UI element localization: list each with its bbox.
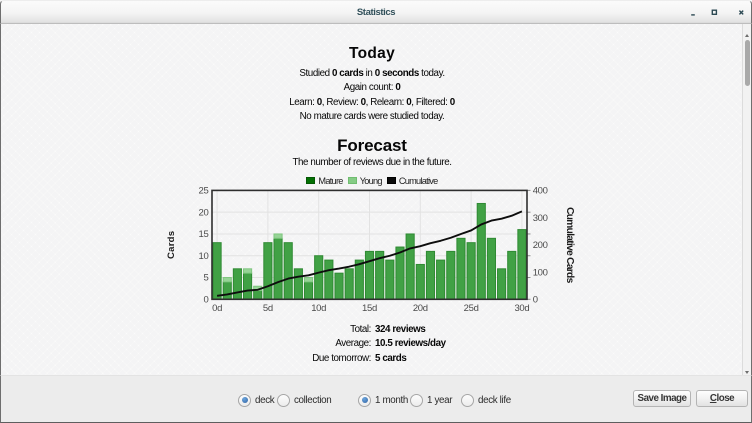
svg-text:400: 400 (533, 186, 548, 197)
svg-text:25: 25 (199, 186, 209, 197)
svg-text:30d: 30d (514, 303, 529, 314)
svg-text:200: 200 (533, 240, 548, 251)
svg-text:0: 0 (533, 295, 538, 306)
svg-text:Cumulative Cards: Cumulative Cards (564, 207, 575, 283)
svg-text:10d: 10d (311, 303, 326, 314)
svg-text:Cards: Cards (166, 231, 177, 259)
svg-text:10: 10 (199, 251, 209, 262)
svg-text:5d: 5d (263, 303, 273, 314)
svg-text:25d: 25d (464, 303, 479, 314)
svg-text:0d: 0d (212, 303, 222, 314)
svg-text:5: 5 (204, 273, 209, 284)
svg-text:100: 100 (533, 267, 548, 278)
svg-text:20d: 20d (413, 303, 428, 314)
svg-text:15d: 15d (362, 303, 377, 314)
svg-text:0: 0 (204, 295, 209, 306)
svg-text:20: 20 (199, 207, 209, 218)
svg-text:300: 300 (533, 213, 548, 224)
svg-text:15: 15 (199, 229, 209, 240)
